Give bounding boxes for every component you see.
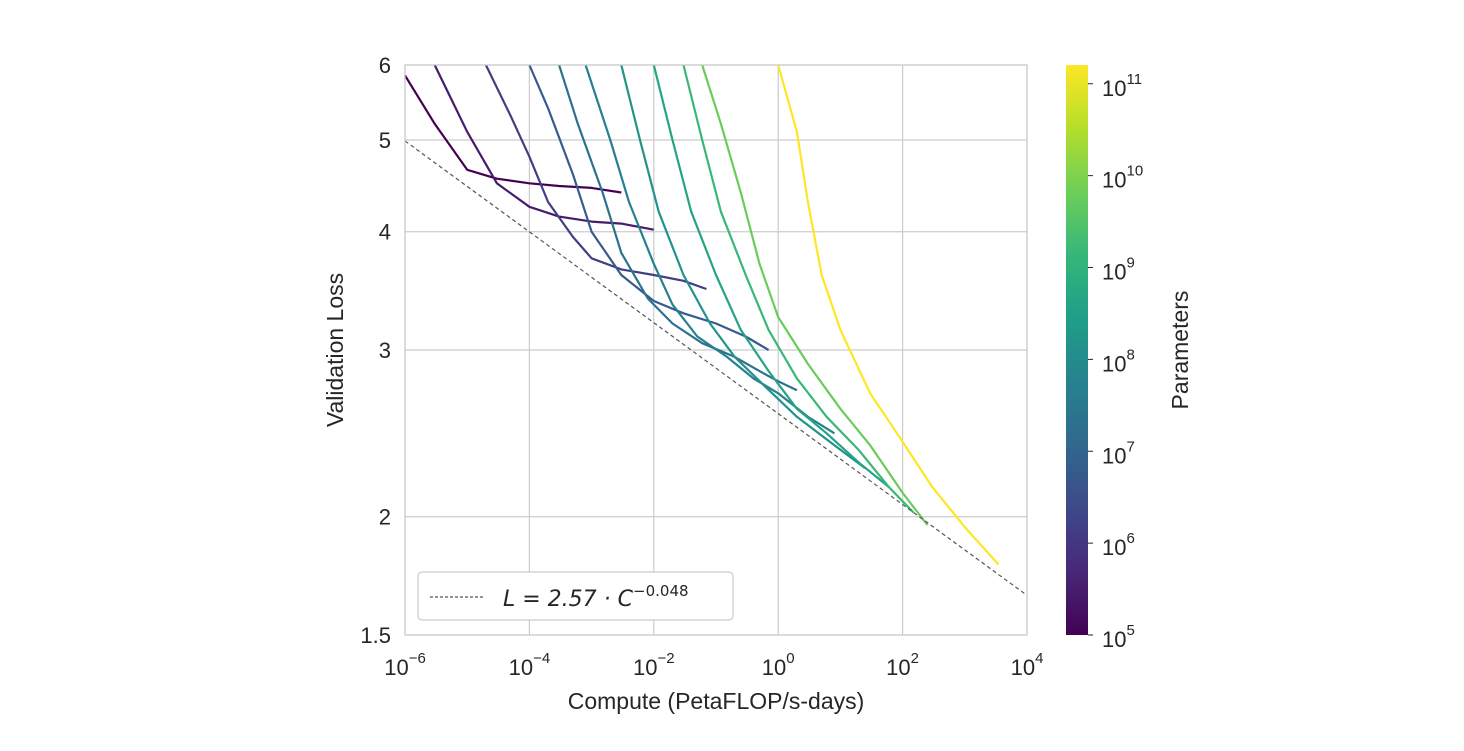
legend: L = 2.57 · C−0.048	[417, 571, 734, 621]
colorbar-tick-label: 106	[1102, 530, 1135, 560]
y-tick-label: 1.5	[360, 623, 391, 648]
colorbar-tick-label: 109	[1102, 255, 1135, 285]
colorbar-gradient	[1066, 65, 1088, 635]
legend-label: L = 2.57 · C−0.048	[503, 582, 689, 612]
y-tick-label: 3	[379, 338, 391, 363]
y-tick-label: 4	[379, 220, 391, 245]
colorbar-tick-label: 107	[1102, 438, 1135, 468]
x-tick-label: 10−4	[509, 650, 551, 680]
colorbar-tick-label: 1010	[1102, 163, 1143, 193]
data-lines	[404, 64, 1000, 566]
x-axis-label: Compute (PetaFLOP/s-days)	[568, 688, 865, 714]
loss-curve	[433, 64, 655, 231]
y-tick-label: 6	[379, 53, 391, 78]
x-tick-label: 102	[886, 650, 919, 680]
loss-curve	[484, 64, 707, 291]
loss-curve	[528, 64, 770, 351]
x-tick-labels: 10−6 10−4 10−2 100 102 104	[384, 650, 1043, 680]
x-tick-label: 100	[762, 650, 795, 680]
colorbar-tick-label: 1011	[1102, 71, 1142, 101]
colorbar-tick-label: 105	[1102, 622, 1135, 652]
loss-curve	[620, 64, 866, 470]
colorbar: 105 106 107 108 109 1010 1011 Parameters	[1066, 65, 1193, 652]
colorbar-label: Parameters	[1167, 291, 1193, 410]
loss-curve	[652, 64, 890, 488]
y-tick-labels: 1.5 2 3 4 5 6	[360, 53, 391, 648]
y-axis-label: Validation Loss	[322, 273, 348, 427]
x-tick-label: 10−6	[384, 650, 426, 680]
loss-curve	[558, 64, 798, 392]
x-tick-label: 10−2	[633, 650, 675, 680]
y-tick-label: 2	[379, 505, 391, 530]
x-tick-label: 104	[1011, 650, 1044, 680]
legend-box	[417, 571, 734, 621]
plot-frame	[404, 64, 1028, 636]
loss-curve	[404, 74, 622, 194]
fit-line	[404, 140, 1028, 596]
colorbar-tick-labels: 105 106 107 108 109 1010 1011	[1088, 71, 1143, 652]
loss-curve	[701, 64, 929, 526]
loss-curve	[584, 64, 835, 435]
y-tick-label: 5	[379, 128, 391, 153]
loss-curve	[682, 64, 915, 514]
loss-curve	[777, 64, 1000, 566]
colorbar-tick-label: 108	[1102, 346, 1135, 376]
